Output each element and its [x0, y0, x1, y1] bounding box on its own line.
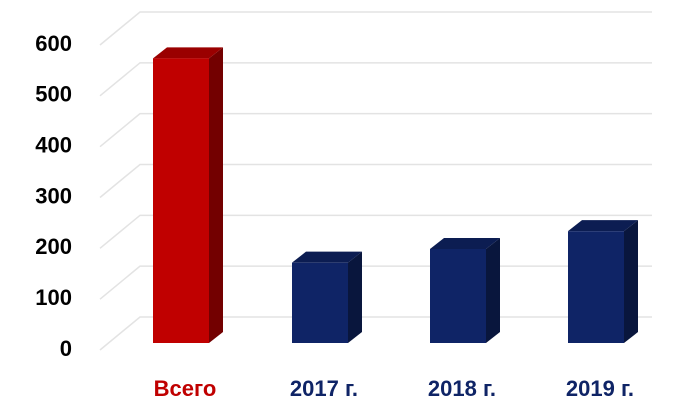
y-tick-label: 0 [60, 336, 72, 361]
grid-line [99, 163, 652, 199]
x-tick-label: 2018 г. [428, 376, 496, 401]
y-tick-label: 300 [35, 183, 72, 208]
grid-line [99, 11, 652, 46]
bar-top [153, 47, 223, 59]
bar-top [292, 251, 362, 263]
x-tick-label: Всего [154, 376, 217, 401]
bar-side [624, 220, 638, 343]
bar-top [568, 220, 638, 232]
bar-side [209, 47, 223, 343]
bar-side [348, 251, 362, 343]
bar [430, 248, 486, 343]
y-tick-label: 200 [35, 234, 72, 259]
y-tick-label: 600 [35, 31, 72, 56]
x-tick-label: 2019 г. [566, 376, 634, 401]
grid-line [99, 62, 652, 97]
x-tick-label: 2017 г. [290, 376, 358, 401]
y-tick-label: 500 [35, 82, 72, 107]
y-tick-label: 100 [35, 285, 72, 310]
bar [153, 58, 209, 343]
bar-top [430, 237, 500, 249]
grid-line [99, 214, 652, 249]
bar [292, 262, 348, 343]
bar-side [486, 237, 500, 343]
bar [568, 231, 624, 343]
grid-line [99, 112, 652, 148]
y-tick-label: 400 [35, 132, 72, 157]
